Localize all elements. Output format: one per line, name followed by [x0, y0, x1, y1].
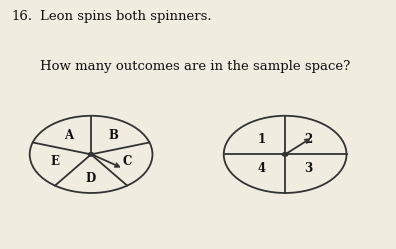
Text: 1: 1 — [258, 133, 266, 146]
Text: 4: 4 — [258, 162, 266, 176]
Text: D: D — [86, 172, 96, 185]
Text: B: B — [109, 128, 118, 141]
Text: A: A — [64, 128, 73, 141]
Text: E: E — [50, 155, 59, 168]
Circle shape — [282, 153, 288, 156]
Text: C: C — [123, 155, 132, 168]
Text: 2: 2 — [304, 133, 312, 146]
Text: 16.: 16. — [12, 10, 33, 23]
Text: How many outcomes are in the sample space?: How many outcomes are in the sample spac… — [40, 60, 350, 73]
Text: Leon spins both spinners.: Leon spins both spinners. — [40, 10, 211, 23]
Text: 3: 3 — [304, 162, 312, 176]
Circle shape — [88, 153, 94, 156]
